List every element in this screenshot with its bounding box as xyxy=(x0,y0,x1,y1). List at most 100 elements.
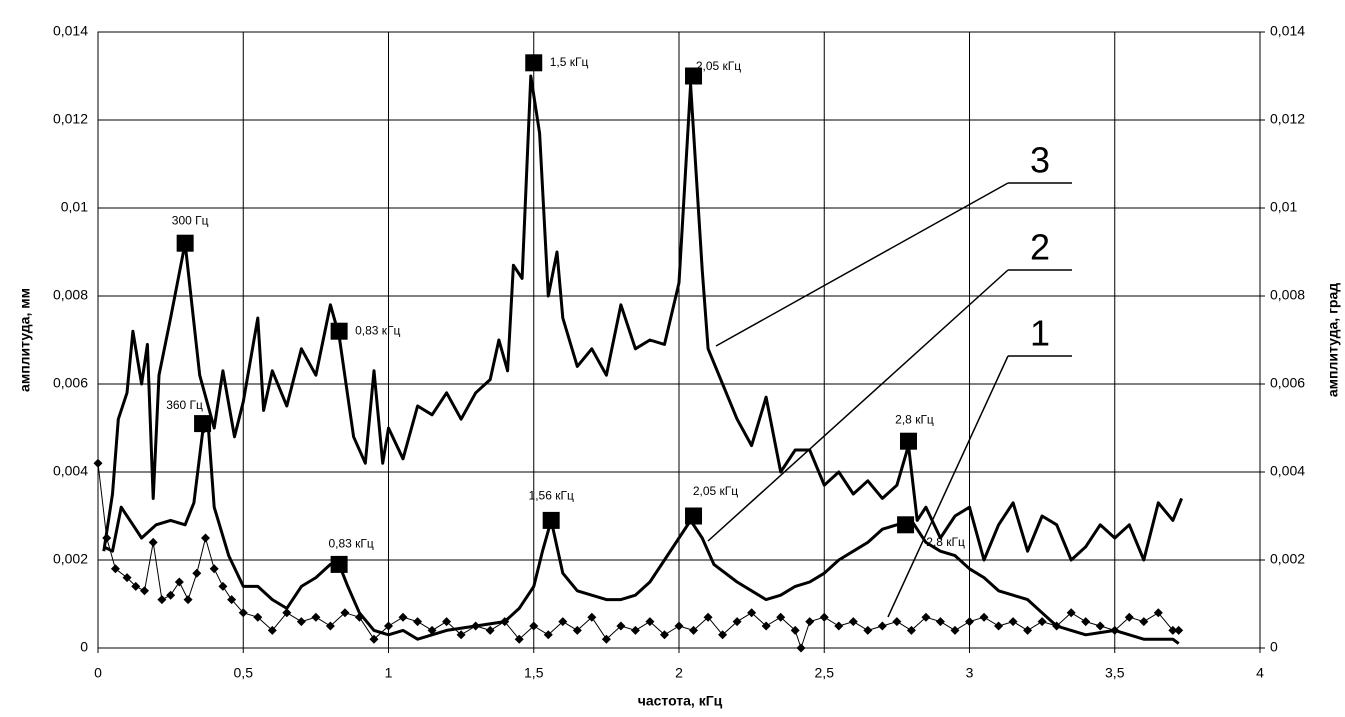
y-tick-label: 0,01 xyxy=(61,199,88,215)
point xyxy=(253,612,263,622)
y-axis-title: амплитуда, мм xyxy=(17,288,33,392)
point xyxy=(689,625,699,635)
y-tick-label: 0,002 xyxy=(53,551,88,567)
point xyxy=(93,458,103,468)
peak-label: 2,05 кГц xyxy=(696,59,741,73)
point xyxy=(139,586,149,596)
peak-marker xyxy=(330,322,348,340)
point xyxy=(1139,617,1149,627)
point xyxy=(921,612,931,622)
point xyxy=(1174,625,1184,635)
point xyxy=(1124,612,1134,622)
peak-marker xyxy=(542,511,560,529)
point xyxy=(122,573,132,583)
y-tick-label: 0,012 xyxy=(53,111,88,127)
peak-label: 1,56 кГц xyxy=(529,489,574,503)
curve-label: 2 xyxy=(1030,227,1050,268)
point xyxy=(148,537,158,547)
point xyxy=(979,612,989,622)
point xyxy=(192,568,202,578)
point xyxy=(209,564,219,574)
peak-marker xyxy=(897,516,915,534)
peak-label: 0,83 кГц xyxy=(328,537,373,551)
point xyxy=(413,617,423,627)
series-line xyxy=(103,426,1180,645)
series-line xyxy=(102,74,1183,562)
point xyxy=(819,612,829,622)
point xyxy=(296,617,306,627)
point xyxy=(718,630,728,640)
y-tick-label: 0,004 xyxy=(53,463,88,479)
x-axis-title: частота, кГц xyxy=(638,693,723,709)
point xyxy=(572,625,582,635)
point xyxy=(131,581,141,591)
point xyxy=(1081,617,1091,627)
point xyxy=(863,625,873,635)
point xyxy=(354,612,364,622)
point xyxy=(543,630,553,640)
point xyxy=(630,625,640,635)
y2-axis-title: амплитуда, град xyxy=(1325,283,1341,397)
x-tick-label: 2 xyxy=(675,665,683,681)
y-tick-label: 0,014 xyxy=(53,23,88,39)
point xyxy=(732,617,742,627)
peak-marker xyxy=(899,432,917,450)
x-tick-label: 4 xyxy=(1256,665,1264,681)
peak-label: 0,83 кГц xyxy=(355,323,400,337)
y2-tick-label: 0,01 xyxy=(1270,199,1297,215)
point xyxy=(1023,625,1033,635)
point xyxy=(529,621,539,631)
peak-marker xyxy=(194,415,212,433)
point xyxy=(1052,621,1062,631)
point xyxy=(238,608,248,618)
point xyxy=(1168,625,1178,635)
point xyxy=(166,590,176,600)
peak-label: 2,8 кГц xyxy=(926,535,965,549)
y2-tick-label: 0,008 xyxy=(1270,287,1305,303)
point xyxy=(485,625,495,635)
point xyxy=(558,617,568,627)
point xyxy=(110,564,120,574)
point xyxy=(369,634,379,644)
point xyxy=(471,621,481,631)
peak-marker xyxy=(330,555,348,573)
point xyxy=(267,625,277,635)
point xyxy=(805,617,815,627)
y2-tick-label: 0,002 xyxy=(1270,551,1305,567)
point xyxy=(1110,625,1120,635)
point xyxy=(703,612,713,622)
point xyxy=(601,634,611,644)
y-tick-label: 0,008 xyxy=(53,287,88,303)
point xyxy=(500,617,510,627)
point xyxy=(935,617,945,627)
y2-tick-label: 0 xyxy=(1270,639,1278,655)
peak-marker xyxy=(525,54,543,72)
point xyxy=(892,617,902,627)
x-tick-label: 0,5 xyxy=(234,665,254,681)
point xyxy=(218,581,228,591)
point xyxy=(227,595,237,605)
point xyxy=(311,612,321,622)
plot-frame xyxy=(97,31,1261,649)
y2-tick-label: 0,006 xyxy=(1270,375,1305,391)
callout-line xyxy=(887,355,1009,618)
peak-marker xyxy=(685,507,703,525)
peak-label: 2,8 кГц xyxy=(895,412,934,426)
peak-label: 1,5 кГц xyxy=(550,55,589,69)
point xyxy=(1008,617,1018,627)
y2-tick-label: 0,004 xyxy=(1270,463,1305,479)
y2-tick-label: 0,014 xyxy=(1270,23,1305,39)
point xyxy=(340,608,350,618)
point xyxy=(325,621,335,631)
point xyxy=(427,625,437,635)
x-tick-label: 1,5 xyxy=(524,665,544,681)
curve-label: 1 xyxy=(1030,313,1050,354)
point xyxy=(282,608,292,618)
peak-marker xyxy=(685,67,703,85)
point xyxy=(834,621,844,631)
point xyxy=(1066,608,1076,618)
point xyxy=(616,621,626,631)
point xyxy=(761,621,771,631)
point xyxy=(674,621,684,631)
